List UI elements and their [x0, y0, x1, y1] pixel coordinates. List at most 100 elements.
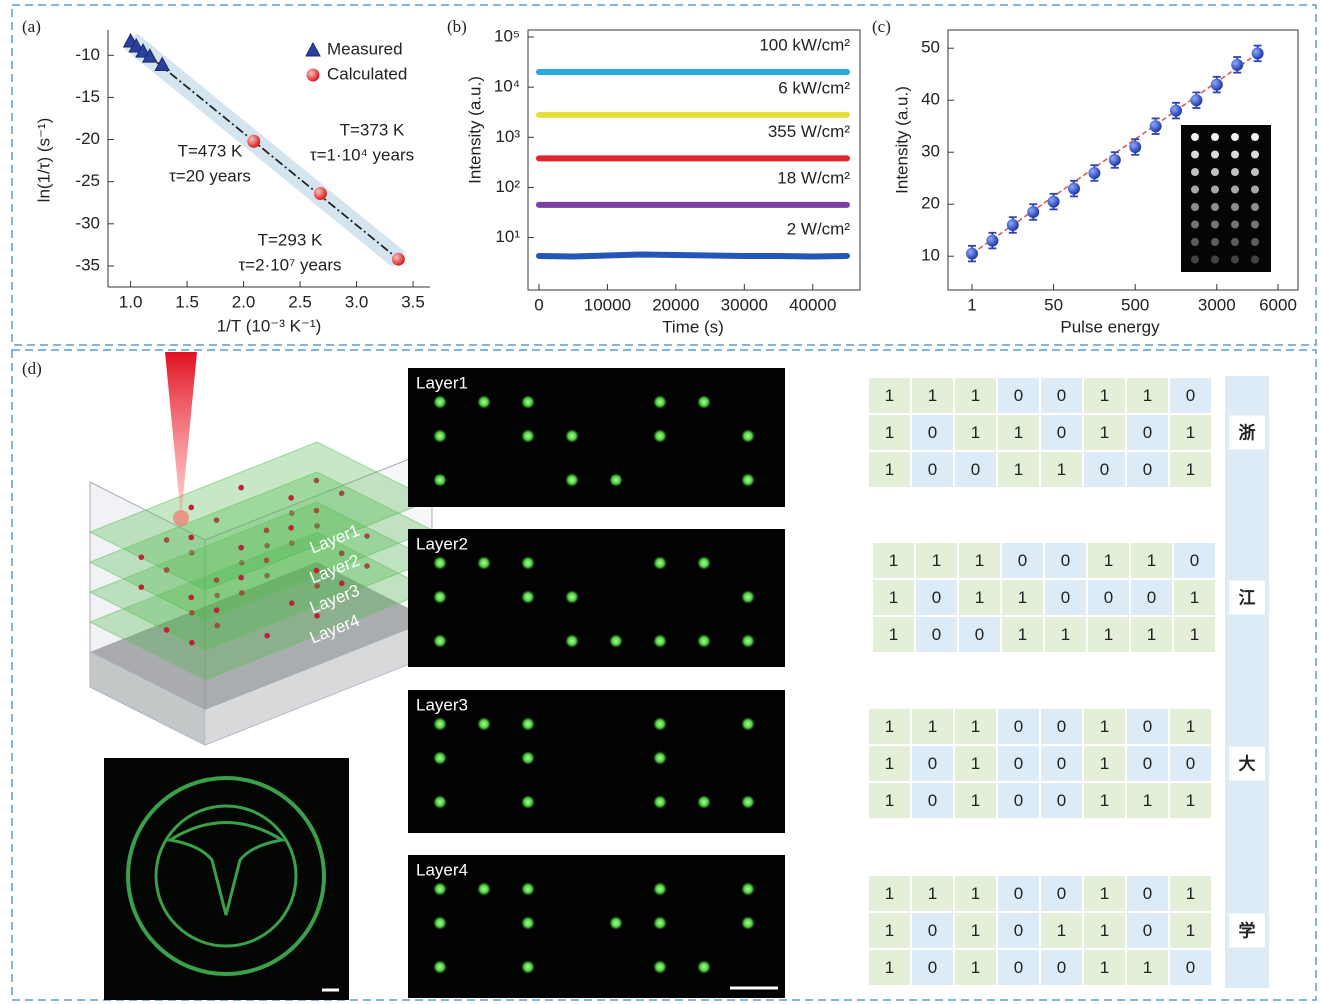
bit-value: 1	[971, 791, 980, 810]
y-tick-label: 30	[921, 142, 940, 161]
luminescent-spot	[653, 429, 667, 443]
inset-spot	[1211, 186, 1219, 194]
bit-value: 1	[1147, 625, 1156, 644]
x-tick-label: 1	[967, 295, 976, 314]
voxel-dot	[164, 627, 170, 633]
luminescent-spot	[565, 473, 579, 487]
bit-value: 1	[1100, 958, 1109, 977]
series-label: 6 kW/cm²	[778, 78, 850, 97]
x-tick-label: 1.5	[175, 292, 199, 311]
x-tick-label: 20000	[652, 295, 699, 314]
y-tick-label: 10⁴	[494, 77, 520, 96]
bit-value: 1	[1190, 625, 1199, 644]
luminescent-spot	[521, 556, 535, 570]
luminescent-spot	[741, 634, 755, 648]
bit-value: 1	[1190, 588, 1199, 607]
y-axis-label: Intensity (a.u.)	[892, 86, 911, 194]
bit-value: 1	[1018, 588, 1027, 607]
bit-value: 1	[1186, 460, 1195, 479]
bit-value: 0	[1061, 588, 1070, 607]
bit-value: 1	[1186, 921, 1195, 940]
inset-spot	[1231, 186, 1239, 194]
y-tick-label: -25	[75, 171, 100, 190]
luminescent-spot	[697, 795, 711, 809]
point	[1170, 105, 1182, 117]
y-tick-label: -30	[75, 213, 100, 232]
luminescent-spot	[653, 960, 667, 974]
y-tick-label: 40	[921, 90, 940, 109]
voxel-dot	[288, 495, 294, 501]
series-label: 2 W/cm²	[787, 219, 851, 238]
x-axis-label: Pulse energy	[1060, 317, 1160, 336]
voxel-dot	[139, 554, 145, 560]
y-tick-label: 50	[921, 38, 940, 57]
inset-spot	[1211, 168, 1219, 176]
inset-spot	[1211, 203, 1219, 211]
inset-spot	[1191, 186, 1199, 194]
inset-spot	[1251, 168, 1259, 176]
point	[1068, 183, 1080, 195]
bit-value: 0	[1186, 754, 1195, 773]
point	[1129, 141, 1141, 153]
character-column	[1225, 376, 1269, 988]
x-tick-label: 50	[1044, 295, 1063, 314]
voxel-dot	[288, 525, 294, 531]
point	[1109, 154, 1121, 166]
legend-marker	[307, 69, 320, 82]
luminescent-spot	[521, 717, 535, 731]
bit-value: 1	[971, 958, 980, 977]
luminescent-spot	[741, 795, 755, 809]
bit-value: 0	[1143, 884, 1152, 903]
bit-value: 0	[1057, 791, 1066, 810]
image-label: Layer1	[416, 373, 468, 392]
luminescent-spot	[433, 634, 447, 648]
luminescent-spot	[653, 634, 667, 648]
luminescent-spot	[521, 795, 535, 809]
bit-value: 1	[885, 791, 894, 810]
voxel-dot	[238, 575, 244, 581]
bit-value: 1	[1104, 551, 1113, 570]
luminescent-spot	[653, 795, 667, 809]
luminescent-spot	[433, 590, 447, 604]
bit-value: 0	[1057, 958, 1066, 977]
bit-value: 1	[928, 717, 937, 736]
bit-value: 1	[885, 754, 894, 773]
inset-spot	[1211, 133, 1219, 141]
luminescent-spot	[433, 717, 447, 731]
inset-image	[1181, 125, 1271, 272]
luminescent-spot	[653, 717, 667, 731]
bit-value: 1	[1143, 958, 1152, 977]
bit-value: 0	[1057, 754, 1066, 773]
bit-value: 1	[971, 884, 980, 903]
inset-spot	[1231, 256, 1239, 264]
inset-spot	[1251, 238, 1259, 246]
bit-value: 0	[928, 423, 937, 442]
bit-value: 1	[1100, 921, 1109, 940]
bit-value: 1	[1143, 386, 1152, 405]
inset-spot	[1251, 151, 1259, 159]
bit-value: 1	[971, 754, 980, 773]
luminescent-spot	[741, 717, 755, 731]
bit-value: 0	[1100, 460, 1109, 479]
x-tick-label: 2.0	[232, 292, 256, 311]
luminescent-spot	[477, 882, 491, 896]
bit-value: 1	[1100, 386, 1109, 405]
luminescent-spot	[521, 882, 535, 896]
bit-value: 0	[928, 460, 937, 479]
laser-focus	[173, 510, 189, 526]
bit-value: 0	[975, 625, 984, 644]
inset-spot	[1191, 238, 1199, 246]
luminescent-spot	[521, 395, 535, 409]
y-tick-label: 10	[921, 246, 940, 265]
inset-spot	[1231, 238, 1239, 246]
point	[1027, 206, 1039, 218]
luminescent-spot	[477, 395, 491, 409]
voxel-dot	[264, 633, 270, 639]
x-tick-label: 500	[1121, 295, 1149, 314]
image-label: Layer3	[416, 695, 468, 714]
luminescent-spot	[433, 395, 447, 409]
bit-value: 0	[928, 921, 937, 940]
annotation: T=293 K	[258, 230, 323, 249]
luminescent-spot	[609, 634, 623, 648]
luminescent-spot	[697, 960, 711, 974]
